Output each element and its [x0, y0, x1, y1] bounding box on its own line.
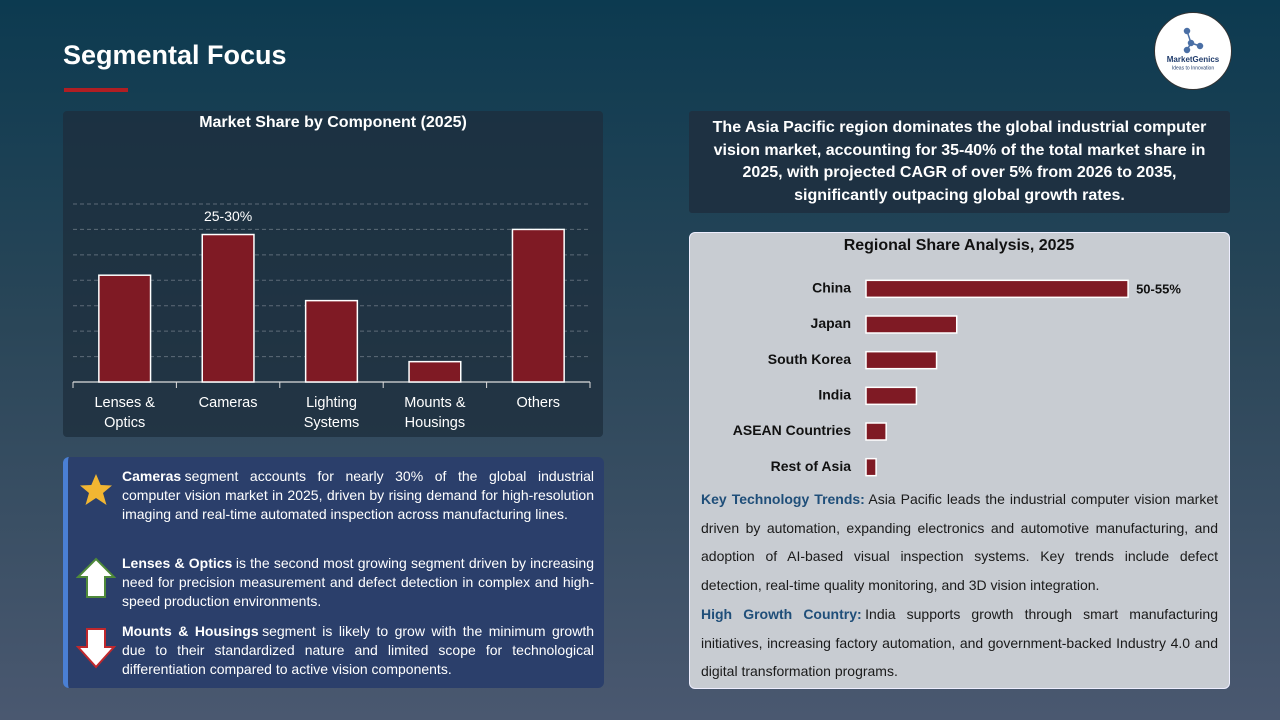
note-text: High Growth Country: India supports growt…	[701, 600, 1218, 686]
insight-body: segment accounts for nearly 30% of the g…	[122, 468, 594, 522]
bar	[201, 233, 255, 383]
bar	[865, 315, 958, 334]
note-body: India supports growth through smart manu…	[701, 606, 1218, 680]
note-text: Key Technology Trends: Asia Pacific leads…	[701, 485, 1218, 600]
component-chart: Market Share by Component (2025) 25-30%	[72, 114, 591, 388]
x-tick-label: Lenses & Optics	[94, 395, 155, 431]
logo-graphic: MarketGenics Ideas to Innovation	[1167, 27, 1220, 71]
logo: MarketGenics Ideas to Innovation	[1154, 12, 1232, 90]
insight-icons	[76, 474, 116, 669]
y-tick-label: Rest of Asia	[771, 458, 852, 474]
bar	[304, 299, 359, 383]
bar	[98, 274, 152, 383]
note-lead: Key Technology Trends:	[701, 491, 865, 507]
insight-lead: Lenses & Optics	[122, 555, 233, 571]
insight-lead: Mounts & Housings	[122, 623, 259, 639]
y-tick-label: ASEAN Countries	[733, 422, 851, 438]
down-arrow-icon	[76, 628, 116, 669]
logo-name: MarketGenics	[1167, 55, 1220, 64]
y-tick-label: Japan	[811, 315, 851, 331]
star-icon	[80, 474, 112, 505]
summary-box: The Asia Pacific region dominates the gl…	[689, 111, 1230, 213]
bar	[865, 386, 918, 406]
bar	[408, 360, 462, 383]
bar	[511, 228, 565, 383]
data-label: 50-55%	[1136, 281, 1181, 296]
y-tick-label: India	[818, 387, 851, 403]
x-tick-label: Mounts & Housings	[404, 395, 466, 431]
note-body: Asia Pacific leads the industrial comput…	[701, 491, 1219, 594]
insight-text: Cameras segment accounts for nearly 30% o…	[122, 467, 594, 524]
regional-panel: Regional Share Analysis, 2025 China 50-55…	[689, 232, 1230, 689]
bar	[865, 422, 887, 441]
note-lead: High Growth Country:	[701, 606, 862, 622]
component-chart-panel: Market Share by Component (2025) 25-30% …	[63, 111, 603, 437]
insight-lead: Cameras	[122, 468, 182, 484]
bar	[865, 350, 938, 370]
bar	[865, 279, 1129, 299]
insight-body: is the second most growing segment drive…	[122, 555, 594, 609]
up-arrow-icon	[76, 557, 116, 598]
title-underline	[64, 88, 128, 92]
y-tick-label: South Korea	[768, 351, 851, 367]
bar	[865, 457, 877, 477]
segment-insights: Cameras segment accounts for nearly 30% o…	[63, 457, 604, 688]
slide-title: Segmental Focus	[63, 40, 287, 70]
chart-title: Regional Share Analysis, 2025	[844, 237, 1075, 254]
chart-title: Market Share by Component (2025)	[199, 114, 467, 131]
logo-tagline: Ideas to Innovation	[1172, 65, 1214, 71]
regional-chart: Regional Share Analysis, 2025 China 50-55…	[733, 237, 1181, 477]
insight-body: segment is likely to grow with the minim…	[122, 623, 594, 677]
summary-text: The Asia Pacific region dominates the gl…	[712, 119, 1207, 204]
data-label: 25-30%	[204, 208, 252, 224]
x-tick-label: Lighting Systems	[303, 395, 360, 431]
insight-text: Mounts & Housings segment is likely to gr…	[122, 622, 594, 679]
insight-text: Lenses & Optics is the second most growin…	[122, 554, 594, 611]
y-tick-label: China	[812, 280, 851, 296]
x-tick-label: Others	[516, 395, 561, 411]
x-tick-label: Cameras	[198, 395, 258, 411]
